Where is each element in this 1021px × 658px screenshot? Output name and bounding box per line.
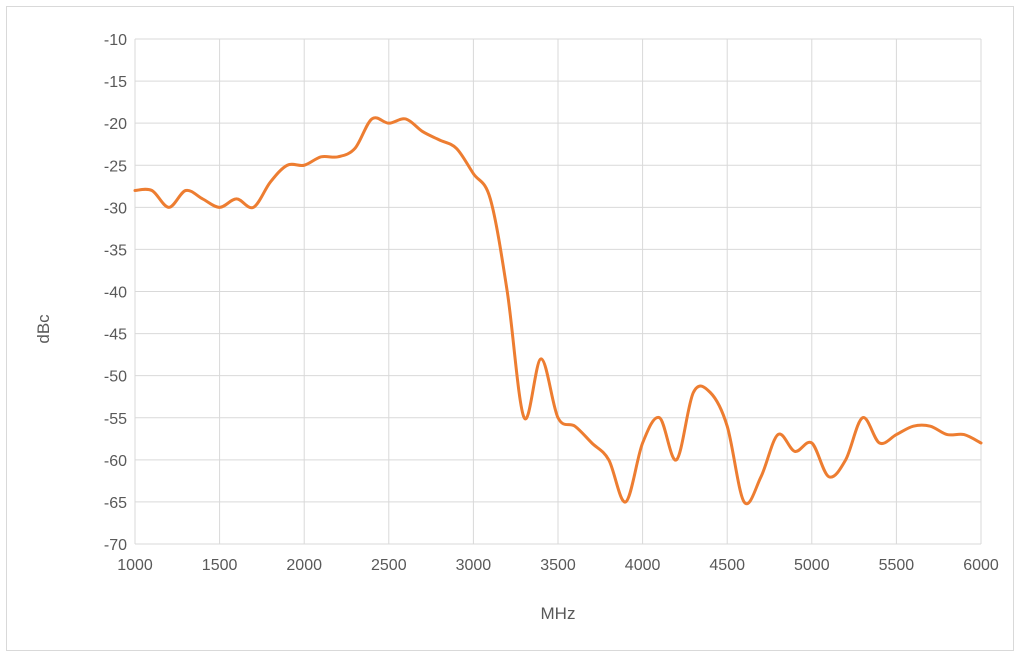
- y-tick-label: -40: [104, 285, 127, 302]
- y-tick-label: -30: [104, 200, 127, 217]
- line-chart: -10 -15 -20 -25 -30 -35 -40 -45 -50 -55 -60 -65 -70 1…: [34, 32, 999, 623]
- x-tick-label: 3000: [456, 557, 492, 574]
- series-line-0: [133, 116, 983, 506]
- x-tick-label: 1500: [202, 557, 238, 574]
- y-tick-label: -35: [104, 242, 127, 259]
- y-tick-label: -20: [104, 116, 127, 133]
- x-tick-label: 5500: [879, 557, 915, 574]
- x-tick-label: 4500: [709, 557, 745, 574]
- y-tick-label: -45: [104, 327, 127, 344]
- x-tick-label: 1000: [117, 557, 153, 574]
- x-axis-title: MHz: [541, 604, 576, 623]
- y-tick-label: -25: [104, 158, 127, 175]
- x-tick-label: 4000: [625, 557, 661, 574]
- y-tick-label: -70: [104, 537, 127, 554]
- x-tick-label: 6000: [963, 557, 999, 574]
- y-tick-label: -65: [104, 495, 127, 512]
- y-tick-label: -55: [104, 411, 127, 428]
- y-tick-label: -15: [104, 74, 127, 91]
- x-tick-label: 3500: [540, 557, 576, 574]
- y-tick-label: -10: [104, 32, 127, 49]
- x-tick-label: 2000: [286, 557, 322, 574]
- y-tick-label: -50: [104, 369, 127, 386]
- x-tick-label: 2500: [371, 557, 407, 574]
- x-tick-label: 5000: [794, 557, 830, 574]
- chart-frame: -10 -15 -20 -25 -30 -35 -40 -45 -50 -55 -60 -65 -70 1…: [6, 6, 1014, 651]
- y-axis-title: dBc: [34, 314, 53, 344]
- y-tick-label: -60: [104, 453, 127, 470]
